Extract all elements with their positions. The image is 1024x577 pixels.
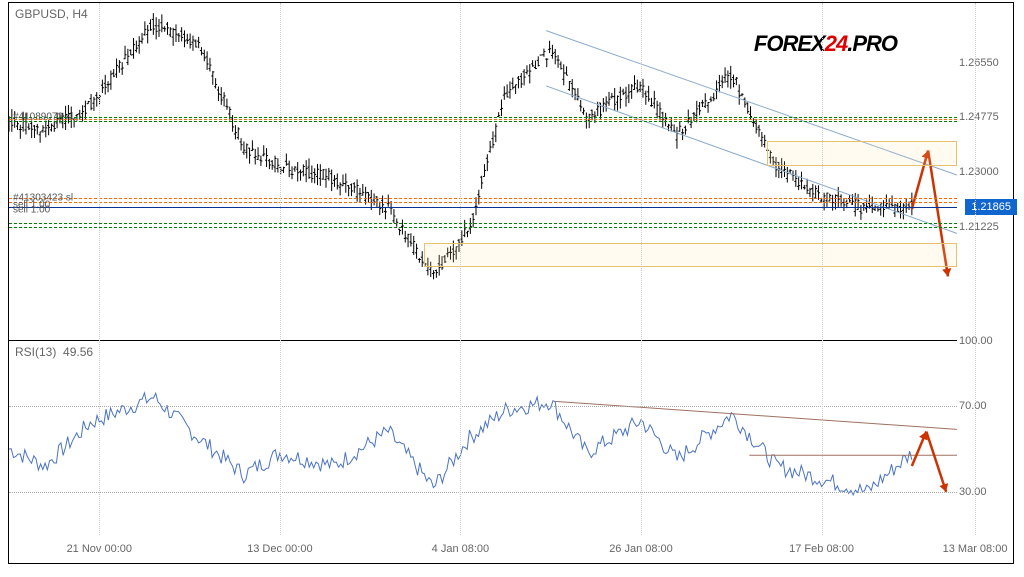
x-tick: 21 Nov 00:00 xyxy=(67,543,132,555)
grid-vline xyxy=(822,3,823,535)
price-y-axis: 1.26550 1.24775 1.23000 1.21225 xyxy=(959,3,1015,340)
y-tick: 1.23000 xyxy=(959,166,1015,178)
x-axis: 21 Nov 00:00 13 Dec 00:00 4 Jan 08:00 26 Ja… xyxy=(9,537,957,563)
rsi-y-tick: 70.00 xyxy=(959,400,1015,412)
rsi-y-tick: 30.00 xyxy=(959,486,1015,498)
horizontal-level[interactable] xyxy=(9,117,957,118)
level-label: sell 1.00 xyxy=(13,205,50,216)
level-label: #41089073 sl xyxy=(13,112,73,123)
chart-container: GBPUSD, H4 FOREX24.PRO 1.265501.247751.2… xyxy=(8,2,1014,564)
horizontal-level[interactable] xyxy=(9,223,957,224)
rsi-y-tick: 100.00 xyxy=(959,335,1015,347)
y-tick: 1.26550 xyxy=(959,57,1015,69)
x-tick: 13 Mar 08:00 xyxy=(943,543,1008,555)
rsi-y-axis: 100.0070.0030.00 xyxy=(959,341,1015,535)
y-tick: 1.24775 xyxy=(959,111,1015,123)
price-zone[interactable] xyxy=(767,141,957,166)
rsi-level-line xyxy=(9,406,957,407)
x-tick: 4 Jan 08:00 xyxy=(432,543,490,555)
rsi-panel[interactable]: RSI(13) 49.56 100.0070.0030.00 xyxy=(9,341,957,535)
grid-vline xyxy=(280,3,281,535)
candlestick-chart[interactable] xyxy=(9,3,957,340)
rsi-chart[interactable] xyxy=(9,341,957,535)
horizontal-level[interactable] xyxy=(9,119,957,120)
grid-vline xyxy=(99,3,100,535)
grid-vline xyxy=(641,3,642,535)
x-tick: 13 Dec 00:00 xyxy=(247,543,312,555)
x-tick: 26 Jan 08:00 xyxy=(609,543,673,555)
horizontal-level[interactable] xyxy=(9,198,957,199)
grid-vline xyxy=(460,3,461,535)
x-tick: 17 Feb 08:00 xyxy=(789,543,854,555)
horizontal-level[interactable] xyxy=(9,207,957,208)
grid-vline xyxy=(975,3,976,535)
current-price-tag: 1.21865 xyxy=(965,199,1017,215)
y-tick: 1.21225 xyxy=(959,221,1015,233)
price-zone[interactable] xyxy=(424,243,957,268)
rsi-level-line xyxy=(9,492,957,493)
price-panel[interactable]: GBPUSD, H4 FOREX24.PRO 1.265501.247751.2… xyxy=(9,3,957,341)
